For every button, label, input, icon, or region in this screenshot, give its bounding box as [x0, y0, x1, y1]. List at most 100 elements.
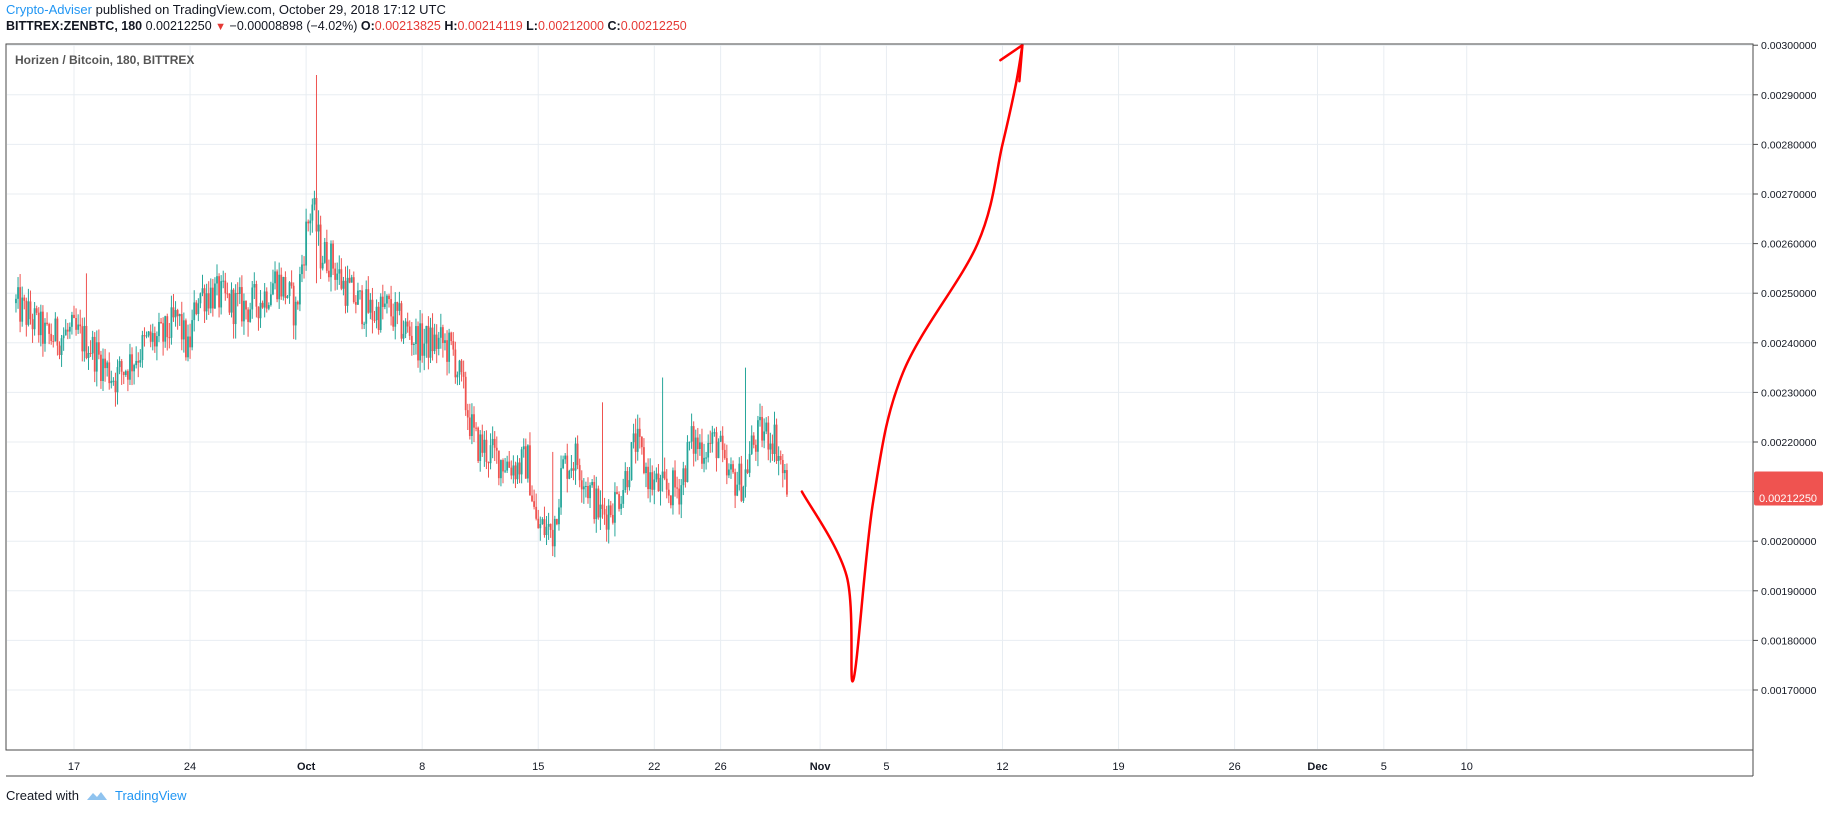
candle-body [653, 479, 656, 490]
candle-body [495, 447, 498, 451]
candle-body [566, 455, 569, 479]
candle-body [377, 306, 380, 330]
candle-body [752, 435, 755, 445]
candle-body [383, 303, 386, 307]
candle-body [672, 470, 674, 506]
candle-body [458, 360, 461, 375]
candle-body [585, 485, 587, 487]
candle-body [228, 293, 231, 313]
candle-body [761, 416, 763, 441]
candle-body [475, 427, 477, 429]
candle-body [114, 380, 117, 393]
candle-body [514, 465, 517, 480]
candle-body [582, 486, 585, 490]
candle-body [352, 277, 355, 303]
candle-body [267, 305, 270, 309]
tradingview-link[interactable]: TradingView [114, 788, 187, 803]
candle-body [634, 433, 637, 452]
candle-body [261, 302, 264, 308]
candle-body [394, 302, 397, 327]
candle-body [630, 442, 633, 481]
candle-body [417, 326, 419, 361]
candle-body [649, 472, 652, 490]
candle-body [371, 299, 374, 320]
candle-body [437, 337, 440, 349]
y-tick-label: 0.00280000 [1761, 139, 1817, 151]
candle-body [661, 471, 664, 478]
close-label: C: [607, 19, 621, 33]
candle-body [487, 461, 490, 464]
candle-body [35, 308, 38, 313]
candle-body [386, 295, 388, 304]
candle-body [597, 488, 600, 518]
y-tick-label: 0.00250000 [1761, 288, 1817, 300]
x-tick-label: 8 [419, 761, 425, 773]
candle-body [60, 338, 63, 355]
candle-body [201, 288, 204, 294]
candle-body [786, 470, 788, 495]
symbol-label[interactable]: BITTREX:ZENBTC, 180 [6, 19, 143, 33]
candle-body [245, 300, 247, 310]
candle-body [705, 457, 708, 459]
candle-body [357, 290, 359, 305]
candle-body [429, 327, 432, 358]
candle-body [263, 291, 266, 308]
x-tick-label: 26 [714, 761, 726, 773]
candle-body [715, 432, 718, 459]
candle-body [506, 461, 509, 471]
price-axis[interactable]: 0.00170000 0.00180000 0.00190000 0.00200000… [1753, 40, 1817, 697]
candle-body [290, 282, 293, 286]
candle-body [191, 320, 194, 348]
candle-body [85, 325, 88, 358]
candle-body [431, 327, 434, 352]
candle-body [719, 435, 722, 442]
projection-drawing[interactable] [800, 43, 1024, 683]
candle-body [354, 302, 357, 305]
candle-body [180, 314, 183, 340]
candle-body [160, 321, 162, 324]
candle-body [767, 422, 770, 450]
candle-body [406, 321, 409, 327]
candle-body [512, 465, 515, 476]
candle-body [682, 468, 685, 486]
candle-body [390, 299, 392, 317]
candle-body [493, 438, 496, 448]
candle-body [448, 332, 451, 362]
candle-body [79, 324, 82, 327]
candle-body [640, 436, 643, 448]
author-link[interactable]: Crypto-Adviser [6, 2, 92, 17]
candle-body [189, 336, 191, 348]
candle-body [62, 335, 65, 339]
candle-body [234, 292, 237, 325]
candle-body [547, 523, 550, 527]
candle-body [707, 442, 710, 458]
candle-body [328, 270, 330, 278]
candle-body [626, 471, 629, 488]
candle-body [48, 324, 51, 334]
candle-body [21, 297, 24, 322]
candle-body [754, 444, 757, 452]
open-value: 0.00213825 [374, 19, 441, 33]
candle-body [524, 446, 527, 479]
candle-body [620, 503, 623, 509]
candle-body [367, 289, 370, 313]
candle-body [468, 417, 471, 437]
candle-body [748, 453, 751, 473]
candle-body [162, 323, 165, 342]
candle-body [218, 276, 220, 308]
candle-body [520, 449, 523, 475]
time-axis[interactable]: 17 24 Oct 8 15 22 26 Nov 5 12 19 26 Dec 5 10 [68, 761, 1473, 773]
last-price-tag: 0.00212250 47:46 [1754, 471, 1823, 521]
candle-body [336, 273, 339, 280]
down-arrow-icon: ▼ [215, 21, 227, 33]
candle-body [624, 471, 627, 491]
last-price: 0.00212250 [145, 19, 212, 33]
candle-body [42, 311, 44, 344]
candle-body [346, 277, 349, 306]
candle-body [313, 197, 316, 205]
candle-body [249, 309, 252, 322]
candle-body [410, 335, 413, 345]
candle-body [676, 487, 678, 489]
arrowhead-drawing[interactable] [999, 43, 1024, 83]
